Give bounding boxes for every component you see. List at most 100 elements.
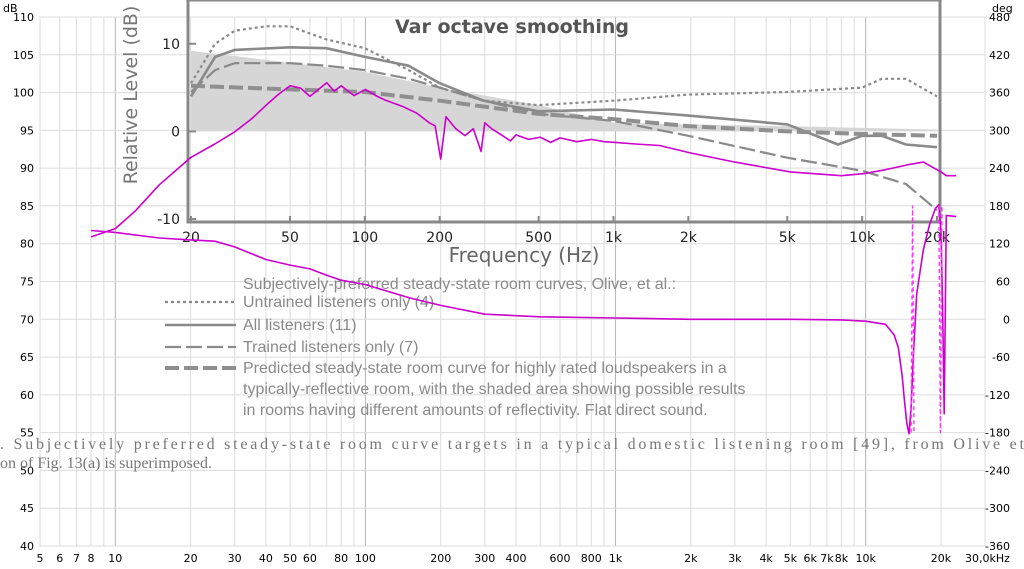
- x-tick-label: 50: [283, 552, 297, 565]
- x-tick-label: 400: [506, 552, 527, 565]
- inset-curve-untrained: [190, 25, 938, 107]
- left-tick-label: 105: [13, 49, 34, 62]
- x-tick-label: 5: [37, 552, 44, 565]
- left-tick-label: 100: [13, 87, 34, 100]
- inset-y-tick-label: 10: [162, 37, 180, 53]
- x-tick-label: 8: [88, 552, 95, 565]
- right-tick-label: 360: [989, 87, 1010, 100]
- left-tick-label: 50: [20, 464, 34, 477]
- x-tick-label: 7k: [820, 552, 834, 565]
- x-tick-label: 8k: [835, 552, 849, 565]
- inset-y-axis-label: Relative Level (dB): [120, 6, 142, 185]
- x-tick-label: 2k: [684, 552, 698, 565]
- right-tick-label: 420: [989, 49, 1010, 62]
- legend-item: Untrained listeners only (4): [243, 294, 434, 311]
- inset-x-tick-label: 2k: [680, 230, 698, 246]
- right-tick-label: 480: [989, 11, 1010, 24]
- chart-title: Var octave smoothing: [395, 16, 629, 38]
- left-tick-label: 80: [20, 238, 34, 251]
- right-tick-label: 240: [989, 162, 1010, 175]
- left-tick-label: 40: [20, 540, 34, 553]
- legend-predicted-line: Predicted steady-state room curve for hi…: [243, 360, 727, 377]
- right-tick-label: 0: [1003, 313, 1010, 326]
- right-tick-label: 120: [989, 238, 1010, 251]
- legend-item: Trained listeners only (7): [243, 339, 418, 356]
- x-tick-label: 80: [334, 552, 348, 565]
- phase-trace: [91, 203, 957, 435]
- right-axis-unit: deg: [992, 2, 1013, 15]
- right-tick-label: 60: [996, 276, 1010, 289]
- right-tick-label: 180: [989, 200, 1010, 213]
- x-tick-label: 7: [73, 552, 80, 565]
- phase-trace: [938, 205, 943, 434]
- inset-legend: Subjectively-preferred steady-state room…: [165, 276, 745, 419]
- left-tick-label: 75: [20, 276, 34, 289]
- left-tick-label: 70: [20, 313, 34, 326]
- x-tick-label: 20k: [931, 552, 952, 565]
- right-tick-label: -360: [985, 540, 1010, 553]
- x-tick-label: 3k: [728, 552, 742, 565]
- x-tick-label: 20: [184, 552, 198, 565]
- caption-line: on of Fig. 13(a) is superimposed.: [0, 455, 212, 472]
- inset-x-tick-label: 20k: [924, 230, 951, 246]
- figure-caption: . Subjectively preferred steady-state ro…: [0, 436, 1024, 472]
- right-tick-label: -120: [985, 389, 1010, 402]
- x-tick-label: 4k: [759, 552, 773, 565]
- left-tick-label: 45: [20, 502, 34, 515]
- inset-curve-trained: [190, 62, 938, 212]
- inset-curve-predicted: [190, 83, 938, 138]
- right-tick-label: -300: [985, 502, 1010, 515]
- left-tick-label: 85: [20, 200, 34, 213]
- left-tick-label: 60: [20, 389, 34, 402]
- left-tick-label: 95: [20, 124, 34, 137]
- x-axis-ticks: 5 6 7 8 10 20 30 40 50 60 80 100 200 300 400 600 800 1k 2k…: [37, 552, 1011, 565]
- inset-x-tick-label: 10k: [849, 230, 876, 246]
- measurement-series: [90, 81, 957, 435]
- left-tick-label: 55: [20, 427, 34, 440]
- x-tick-label: 30: [228, 552, 242, 565]
- inset-x-tick-label: 1k: [605, 230, 623, 246]
- inset-x-tick-label: 20: [182, 230, 200, 246]
- x-tick-label: 30,0kHz: [965, 552, 1010, 565]
- x-tick-label: 6k: [803, 552, 817, 565]
- legend-predicted-line: typically-reflective room, with the shad…: [243, 381, 745, 398]
- x-tick-label: 60: [303, 552, 317, 565]
- right-tick-label: -180: [985, 427, 1010, 440]
- x-tick-label: 800: [581, 552, 602, 565]
- x-tick-label: 300: [474, 552, 495, 565]
- right-tick-label: -60: [992, 351, 1010, 364]
- x-tick-label: 40: [259, 552, 273, 565]
- left-tick-label: 110: [13, 11, 34, 24]
- x-tick-label: 200: [430, 552, 451, 565]
- caption-line: . Subjectively preferred steady-state ro…: [0, 436, 1024, 453]
- left-axis-ticks: 110 105 100 95 90 85 80 75 70 65 60 55 50 45 40: [13, 11, 34, 553]
- right-tick-label: -240: [985, 464, 1010, 477]
- inset-x-tick-label: 50: [281, 230, 299, 246]
- right-tick-label: 300: [989, 124, 1010, 137]
- legend-item: All listeners (11): [243, 317, 357, 334]
- inset-y-tick-label: -10: [157, 212, 180, 228]
- inset-x-axis-label: Frequency (Hz): [449, 243, 600, 267]
- x-tick-label: 10: [108, 552, 122, 565]
- inset-x-tick-label: 500: [525, 230, 552, 246]
- left-axis-unit: dB: [3, 2, 18, 15]
- right-axis-ticks: 480 420 360 300 240 180 120 60 0 -60 -120 -180 -240 -…: [985, 11, 1010, 553]
- spl-trace: [90, 81, 957, 238]
- x-tick-label: 1k: [609, 552, 623, 565]
- inset-x-tick-label: 100: [351, 230, 378, 246]
- inset-x-tick-label: 5k: [779, 230, 797, 246]
- x-tick-label: 10k: [855, 552, 876, 565]
- inset-frame: [186, 0, 942, 224]
- x-tick-label: 600: [550, 552, 571, 565]
- phase-trace: [910, 205, 915, 433]
- left-tick-label: 65: [20, 351, 34, 364]
- x-tick-label: 6: [56, 552, 63, 565]
- inset-x-tick-label: 200: [426, 230, 453, 246]
- inset-y-tick-label: 0: [171, 124, 180, 140]
- shaded-area: [191, 50, 937, 132]
- x-tick-label: 5k: [784, 552, 798, 565]
- left-tick-label: 90: [20, 162, 34, 175]
- legend-heading: Subjectively-preferred steady-state room…: [243, 276, 676, 293]
